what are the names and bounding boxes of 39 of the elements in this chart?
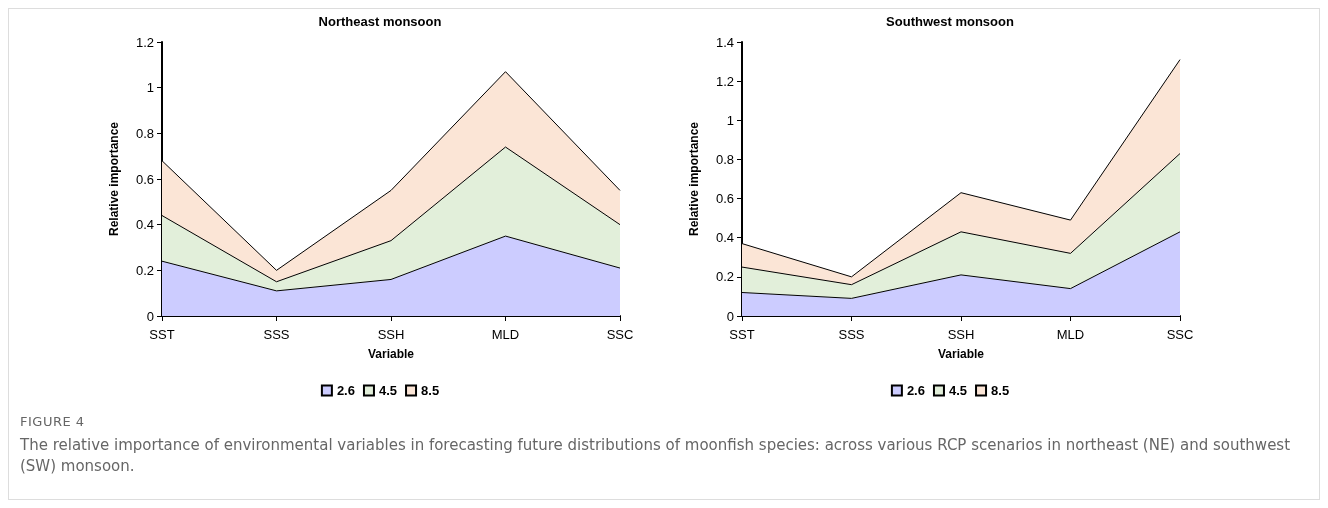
y-tick-label: 1.2 [715,73,734,89]
y-tick-label: 0.8 [715,151,734,167]
x-tick-label: SST [149,327,175,342]
legend-label: 2.6 [336,383,355,398]
legend-label: 2.6 [906,383,925,398]
legend-label: 8.5 [991,383,1010,398]
y-tick-label: 1.4 [715,34,734,50]
y-tick-label: 1 [146,80,154,96]
y-tick-label: 0 [726,308,734,324]
y-tick-label: 0 [146,308,154,324]
y-tick-label: 0.2 [135,262,154,278]
x-tick-label: SSS [838,327,865,342]
x-tick-label: SSC [1166,327,1194,342]
y-axis-title: Relative importance [107,121,121,237]
y-tick-label: 0.8 [135,125,154,141]
x-axis-title: Variable [937,347,985,361]
y-tick-label: 0.4 [715,230,734,246]
y-tick-label: 1.2 [135,34,154,50]
x-tick-label: SSS [263,327,290,342]
x-tick-label: MLD [491,327,520,342]
chart-title: Southwest monsoon [886,14,1014,29]
x-tick-label: SSH [947,327,975,342]
x-axis-title: Variable [367,347,415,361]
text: The relative importance of environmental variables in forecasting future distributions of moonfish species: across various RCP scenarios in northeast (NE) and southwest (SW) monsoon. [20,435,1292,477]
y-tick-label: 0.6 [715,191,734,207]
x-tick-label: SSC [606,327,634,342]
x-tick-label: SST [729,327,755,342]
legend-label: 8.5 [421,383,440,398]
x-tick-label: SSH [377,327,405,342]
y-tick-label: 1 [726,112,734,128]
y-tick-label: 0.2 [715,269,734,285]
legend-label: 4.5 [378,383,398,398]
y-tick-label: 0.4 [135,217,154,233]
caption: FIGURE 4 [20,414,86,429]
y-tick-label: 0.6 [135,171,154,187]
y-axis-title: Relative importance [687,121,701,237]
legend-label: 4.5 [948,383,968,398]
x-tick-label: MLD [1056,327,1085,342]
chart-title: Northeast monsoon [318,14,442,29]
